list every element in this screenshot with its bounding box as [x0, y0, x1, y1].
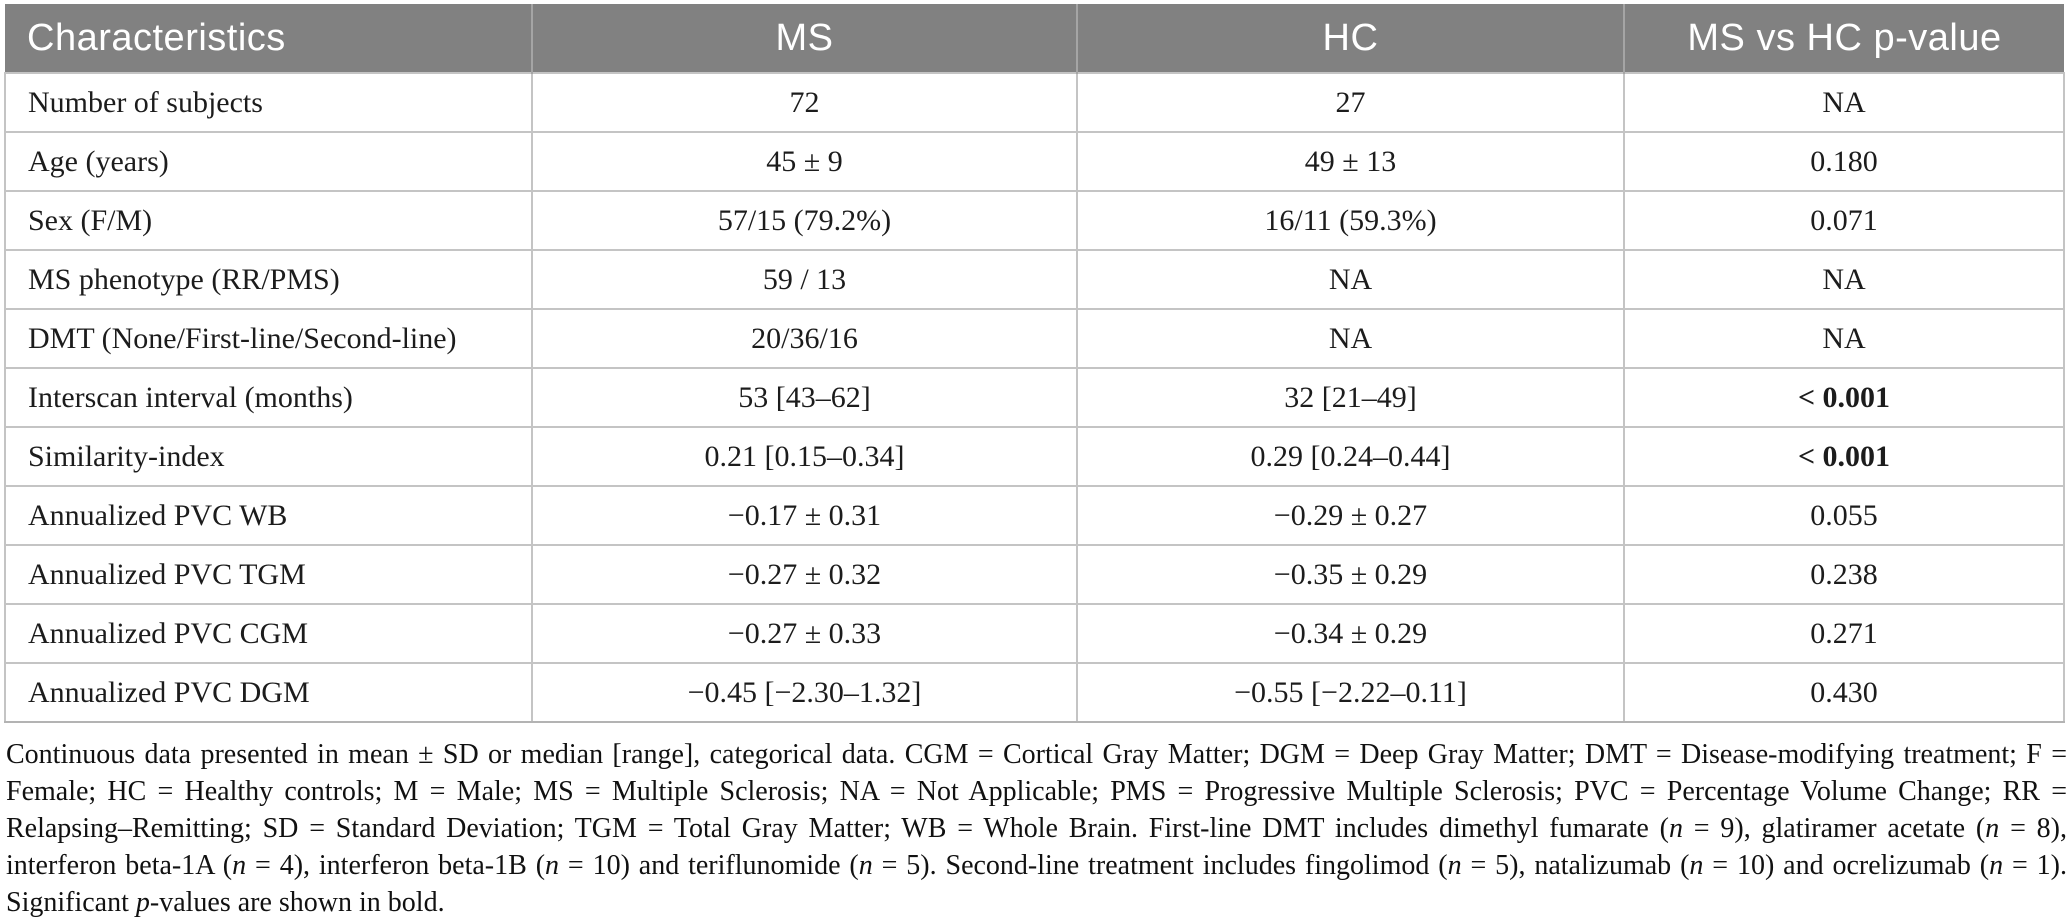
cell-ms: 59 / 13 [531, 249, 1078, 310]
cell-ms: 45 ± 9 [531, 131, 1078, 192]
italic-text: p [1873, 16, 1896, 59]
cell-hc: 27 [1076, 72, 1625, 133]
italic-text: n [1989, 850, 2004, 881]
column-header-characteristic: Characteristics [5, 4, 532, 73]
cell-characteristic: Interscan interval (months) [4, 367, 533, 428]
table-row: Annualized PVC TGM −0.27 ± 0.32 −0.35 ± 0.… [4, 544, 2065, 605]
text: = 5), natalizumab ( [1461, 850, 1690, 881]
cell-ms: −0.17 ± 0.31 [531, 485, 1078, 546]
text: = 5). Second-line treatment includes fin… [872, 850, 1448, 881]
table-header: Characteristics MS HC MS vs HC p-value [5, 4, 2064, 73]
table-row: Annualized PVC WB −0.17 ± 0.31 −0.29 ± 0.2… [4, 485, 2065, 546]
text: = 4), interferon beta-1B ( [246, 850, 546, 881]
cell-hc: −0.35 ± 0.29 [1076, 544, 1625, 605]
cell-ms: 20/36/16 [531, 308, 1078, 369]
cell-p: 0.055 [1623, 485, 2065, 546]
cell-characteristic: MS phenotype (RR/PMS) [4, 249, 533, 310]
cell-hc: 49 ± 13 [1076, 131, 1625, 192]
table-row: DMT (None/First-line/Second-line) 20/36/1… [4, 308, 2065, 369]
cell-p: < 0.001 [1623, 426, 2065, 487]
cell-ms: −0.27 ± 0.32 [531, 544, 1078, 605]
table-row: Annualized PVC CGM −0.27 ± 0.33 −0.34 ± 0.… [4, 603, 2065, 664]
table-row: Number of subjects 72 27 NA [4, 72, 2065, 133]
text: = 8), interferon beta-1A ( [6, 813, 2067, 881]
text: HC [1322, 16, 1379, 59]
cell-characteristic: Annualized PVC DGM [4, 662, 533, 723]
cell-characteristic: DMT (None/First-line/Second-line) [4, 308, 533, 369]
cell-characteristic: Similarity-index [4, 426, 533, 487]
text: MS vs HC [1687, 16, 1874, 59]
text: = 1). Significant [6, 850, 2067, 918]
italic-text: n [232, 850, 247, 881]
cell-p: 0.238 [1623, 544, 2065, 605]
italic-text: p [135, 887, 150, 918]
table-row: MS phenotype (RR/PMS) 59 / 13 NA NA [4, 249, 2065, 310]
text: MS [775, 16, 834, 59]
italic-text: n [1985, 813, 2000, 844]
cell-characteristic: Annualized PVC CGM [4, 603, 533, 664]
cell-p: NA [1623, 72, 2065, 133]
column-header-hc: HC [1076, 4, 1624, 73]
cell-p: 0.180 [1623, 131, 2065, 192]
column-header-ms: MS [531, 4, 1077, 73]
text: = 10) and ocrelizumab ( [1703, 850, 1990, 881]
text: = 10) and teriflunomide ( [559, 850, 859, 881]
cell-hc: 16/11 (59.3%) [1076, 190, 1625, 251]
cell-p: < 0.001 [1623, 367, 2065, 428]
cell-ms: 0.21 [0.15–0.34] [531, 426, 1078, 487]
italic-text: n [1447, 850, 1462, 881]
cell-ms: −0.27 ± 0.33 [531, 603, 1078, 664]
cell-characteristic: Sex (F/M) [4, 190, 533, 251]
cell-hc: 0.29 [0.24–0.44] [1076, 426, 1625, 487]
table-row: Sex (F/M) 57/15 (79.2%) 16/11 (59.3%) 0.071 [4, 190, 2065, 251]
cell-hc: −0.55 [−2.22–0.11] [1076, 662, 1625, 723]
cell-ms: 57/15 (79.2%) [531, 190, 1078, 251]
cell-ms: −0.45 [−2.30–1.32] [531, 662, 1078, 723]
cell-characteristic: Number of subjects [4, 72, 533, 133]
cell-hc: 32 [21–49] [1076, 367, 1625, 428]
cell-ms: 72 [531, 72, 1078, 133]
table-body: Number of subjects 72 27 NA Age (years) 45 ± … [4, 72, 2065, 723]
table-footnote: Continuous data presented in mean ± SD o… [6, 736, 2067, 921]
cell-p: 0.271 [1623, 603, 2065, 664]
cell-characteristic: Annualized PVC WB [4, 485, 533, 546]
italic-text: n [1668, 813, 1683, 844]
text: Characteristics [27, 16, 286, 59]
italic-text: n [858, 850, 873, 881]
cell-hc: NA [1076, 308, 1625, 369]
text: -values are shown in bold. [149, 887, 445, 918]
column-header-p: MS vs HC p-value [1623, 4, 2064, 73]
table-row: Age (years) 45 ± 9 49 ± 13 0.180 [4, 131, 2065, 192]
cell-characteristic: Age (years) [4, 131, 533, 192]
cell-ms: 53 [43–62] [531, 367, 1078, 428]
text: -value [1895, 16, 2002, 59]
cell-p: 0.071 [1623, 190, 2065, 251]
characteristics-table: Characteristics MS HC MS vs HC p-value Numb… [4, 4, 2065, 723]
cell-p: NA [1623, 308, 2065, 369]
italic-text: n [545, 850, 560, 881]
table-row: Annualized PVC DGM −0.45 [−2.30–1.32] −0.5… [4, 662, 2065, 723]
table-header-row: Characteristics MS HC MS vs HC p-value [5, 4, 2064, 73]
text: Continuous data presented in mean ± SD o… [6, 739, 2067, 844]
table-row: Interscan interval (months) 53 [43–62] 32 … [4, 367, 2065, 428]
cell-hc: NA [1076, 249, 1625, 310]
cell-p: 0.430 [1623, 662, 2065, 723]
table-row: Similarity-index 0.21 [0.15–0.34] 0.29 [0.… [4, 426, 2065, 487]
text: = 9), glatiramer acetate ( [1682, 813, 1986, 844]
cell-characteristic: Annualized PVC TGM [4, 544, 533, 605]
cell-p: NA [1623, 249, 2065, 310]
cell-hc: −0.34 ± 0.29 [1076, 603, 1625, 664]
cell-hc: −0.29 ± 0.27 [1076, 485, 1625, 546]
italic-text: n [1689, 850, 1704, 881]
